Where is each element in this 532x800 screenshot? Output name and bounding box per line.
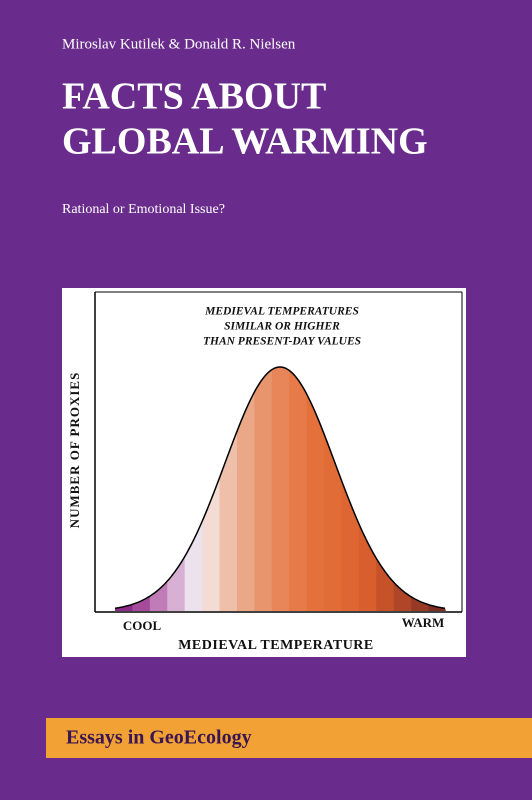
- bell-curve: [114, 366, 446, 610]
- authors: Miroslav Kutilek & Donald R. Nielsen: [62, 36, 296, 52]
- bell-strip: [271, 367, 290, 611]
- annotation-line: MEDIEVAL TEMPERATURES: [204, 306, 359, 318]
- title-line: GLOBAL WARMING: [62, 121, 428, 163]
- x-axis-label: MEDIEVAL TEMPERATURE: [178, 638, 374, 653]
- series-name: Essays in GeoEcology: [66, 727, 252, 749]
- bell-strip: [254, 367, 273, 611]
- subtitle: Rational or Emotional Issue?: [62, 202, 225, 217]
- x-right-label: WARM: [402, 615, 445, 630]
- bell-strip: [236, 367, 255, 611]
- title-line: FACTS ABOUT: [62, 76, 326, 118]
- y-axis-label: NUMBER OF PROXIES: [67, 372, 82, 529]
- bell-strip: [306, 367, 325, 611]
- bell-strip: [289, 367, 308, 611]
- annotation-line: SIMILAR OR HIGHER: [224, 321, 340, 333]
- x-left-label: COOL: [123, 618, 162, 633]
- annotation-line: THAN PRESENT-DAY VALUES: [203, 336, 361, 348]
- series-band: [46, 718, 532, 758]
